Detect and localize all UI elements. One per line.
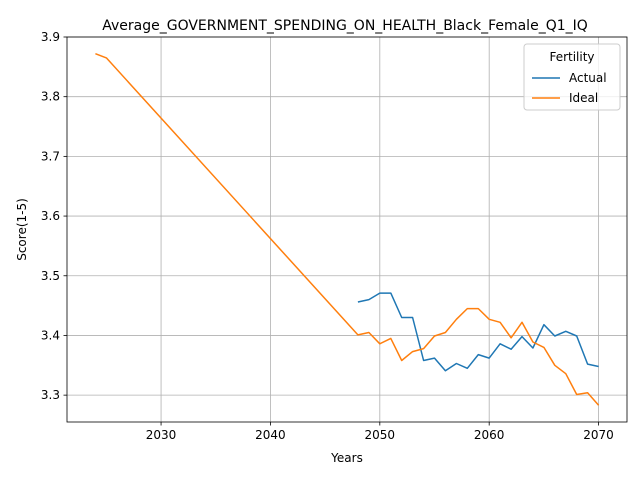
- x-tick-label: 2030: [146, 428, 177, 442]
- y-tick-label: 3.3: [41, 388, 60, 402]
- x-tick-label: 2060: [474, 428, 505, 442]
- legend-box: [523, 43, 621, 111]
- legend-label-actual: Actual: [569, 71, 607, 85]
- x-axis-label: Years: [330, 451, 363, 465]
- chart-title: Average_GOVERNMENT_SPENDING_ON_HEALTH_Bl…: [102, 18, 588, 34]
- x-tick-label: 2040: [255, 428, 286, 442]
- series-line-ideal: [95, 52, 600, 406]
- y-tick-label: 3.7: [41, 149, 60, 163]
- y-tick-label: 3.9: [41, 30, 60, 44]
- x-tick-label: 2050: [365, 428, 396, 442]
- series-lines: [95, 52, 600, 406]
- y-tick-label: 3.8: [41, 90, 60, 104]
- y-tick-label: 3.5: [41, 269, 60, 283]
- series-line-actual: [357, 292, 599, 372]
- plot-area: [66, 36, 628, 423]
- x-tick-label: 2070: [583, 428, 614, 442]
- y-tick-label: 3.4: [41, 328, 60, 342]
- y-tick-label: 3.6: [41, 209, 60, 223]
- axis-ticks: 2030 2040 2050 2060 2070 3.3 3.4 3.5 3.6 3.7 3.8 3.…: [41, 30, 614, 442]
- legend-label-ideal: Ideal: [569, 91, 598, 105]
- legend-title: Fertility: [549, 50, 594, 64]
- legend: Fertility Actual Ideal: [523, 43, 621, 111]
- y-axis-label: Score(1-5): [15, 198, 29, 261]
